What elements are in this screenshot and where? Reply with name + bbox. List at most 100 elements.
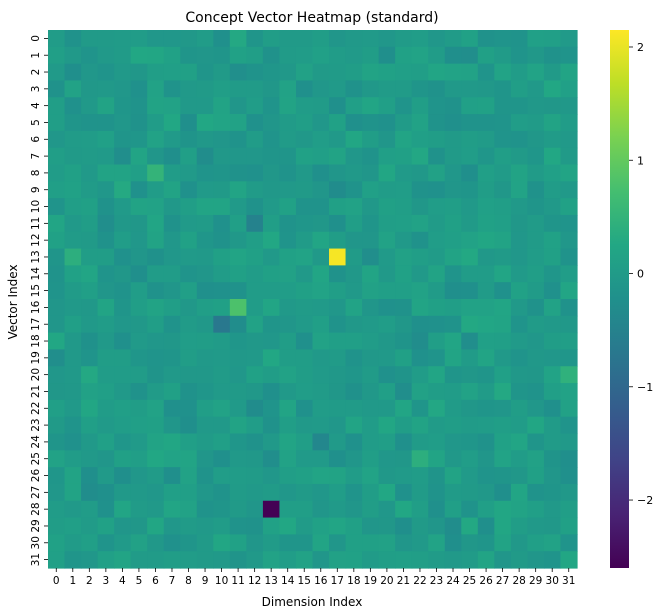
x-tick-label: 12 xyxy=(248,575,261,587)
heatmap-cell xyxy=(395,282,413,300)
heatmap-cell xyxy=(428,63,446,82)
heatmap-cell xyxy=(246,467,264,485)
heatmap-cell xyxy=(362,332,380,351)
heatmap-cell xyxy=(428,147,446,166)
y-tick-label: 31 xyxy=(30,553,42,566)
heatmap-cell xyxy=(246,551,264,569)
heatmap-cell xyxy=(395,483,413,502)
heatmap-cell xyxy=(147,265,165,283)
heatmap-cell xyxy=(395,30,413,48)
heatmap-cell xyxy=(147,366,165,384)
heatmap-cell xyxy=(213,383,231,401)
heatmap-cell xyxy=(295,147,314,166)
heatmap-cell xyxy=(130,214,148,233)
heatmap-cell xyxy=(428,46,446,65)
heatmap-cell xyxy=(411,130,429,149)
heatmap-cell xyxy=(444,416,462,435)
heatmap-cell xyxy=(48,332,66,351)
heatmap-cells xyxy=(48,30,578,569)
heatmap-cell xyxy=(163,214,181,233)
heatmap-cell xyxy=(246,147,264,166)
heatmap-cell xyxy=(329,80,347,98)
heatmap-cell xyxy=(147,181,165,199)
heatmap-cell xyxy=(97,332,115,351)
heatmap-cell xyxy=(560,181,578,199)
heatmap-cell xyxy=(428,97,446,115)
heatmap-cell xyxy=(229,349,247,367)
heatmap-cell xyxy=(428,80,446,98)
heatmap-cell xyxy=(411,450,429,468)
heatmap-cell xyxy=(279,282,297,300)
heatmap-cell xyxy=(378,198,396,216)
heatmap-cell xyxy=(213,315,231,334)
heatmap-cell xyxy=(560,483,578,502)
heatmap-cell xyxy=(543,214,562,233)
heatmap-cell xyxy=(560,500,578,519)
heatmap-cell xyxy=(130,46,148,65)
heatmap-cell xyxy=(428,534,446,552)
heatmap-cell xyxy=(312,332,330,351)
heatmap-cell xyxy=(428,366,446,384)
heatmap-cell xyxy=(461,147,479,166)
heatmap-cell xyxy=(411,97,429,115)
heatmap-cell xyxy=(246,248,264,266)
heatmap-cell xyxy=(147,450,165,468)
x-tick-label: 14 xyxy=(281,575,295,587)
x-tick-label: 10 xyxy=(215,575,228,587)
heatmap-cell xyxy=(411,80,429,98)
heatmap-cell xyxy=(461,63,479,82)
heatmap-cell xyxy=(461,97,479,115)
heatmap-cell xyxy=(345,450,363,468)
heatmap-cell xyxy=(362,450,380,468)
heatmap-cell xyxy=(543,63,562,82)
heatmap-cell xyxy=(510,366,529,384)
y-tick-label: 5 xyxy=(30,119,42,126)
heatmap-cell xyxy=(295,282,314,300)
heatmap-cell xyxy=(543,248,562,266)
heatmap-cell xyxy=(97,282,115,300)
heatmap-cell xyxy=(180,366,198,384)
heatmap-cell xyxy=(229,551,247,569)
heatmap-cell xyxy=(246,46,264,65)
heatmap-cell xyxy=(444,534,462,552)
heatmap-cell xyxy=(461,164,479,182)
heatmap-cell xyxy=(196,534,214,552)
heatmap-cell xyxy=(411,198,429,216)
heatmap-cell xyxy=(329,467,347,485)
heatmap-cell xyxy=(329,500,347,519)
heatmap-cell xyxy=(345,416,363,435)
y-tick-label: 0 xyxy=(30,35,42,42)
heatmap-cell xyxy=(329,534,347,552)
heatmap-cell xyxy=(461,299,479,317)
heatmap-cell xyxy=(345,534,363,552)
heatmap-cell xyxy=(163,416,181,435)
heatmap-cell xyxy=(213,30,231,48)
heatmap-cell xyxy=(279,46,297,65)
heatmap-cell xyxy=(543,483,562,502)
heatmap-cell xyxy=(246,332,264,351)
heatmap-cell xyxy=(494,483,512,502)
heatmap-cell xyxy=(147,332,165,351)
heatmap-cell xyxy=(444,114,462,132)
heatmap-cell xyxy=(81,332,99,351)
heatmap-cell xyxy=(411,282,429,300)
heatmap-cell xyxy=(196,248,214,266)
heatmap-cell xyxy=(510,349,529,367)
heatmap-cell xyxy=(345,467,363,485)
heatmap-cell xyxy=(527,265,545,283)
heatmap-cell xyxy=(81,433,99,451)
heatmap-cell xyxy=(510,30,529,48)
heatmap-cell xyxy=(461,551,479,569)
heatmap-cell xyxy=(543,80,562,98)
heatmap-cell xyxy=(312,214,330,233)
heatmap-cell xyxy=(196,399,214,418)
heatmap-cell xyxy=(48,164,66,182)
heatmap-cell xyxy=(97,399,115,418)
heatmap-cell xyxy=(494,164,512,182)
heatmap-cell xyxy=(180,315,198,334)
heatmap-cell xyxy=(279,97,297,115)
y-tick-label: 24 xyxy=(30,435,42,449)
heatmap-cell xyxy=(378,114,396,132)
heatmap-cell xyxy=(362,46,380,65)
heatmap-cell xyxy=(444,467,462,485)
